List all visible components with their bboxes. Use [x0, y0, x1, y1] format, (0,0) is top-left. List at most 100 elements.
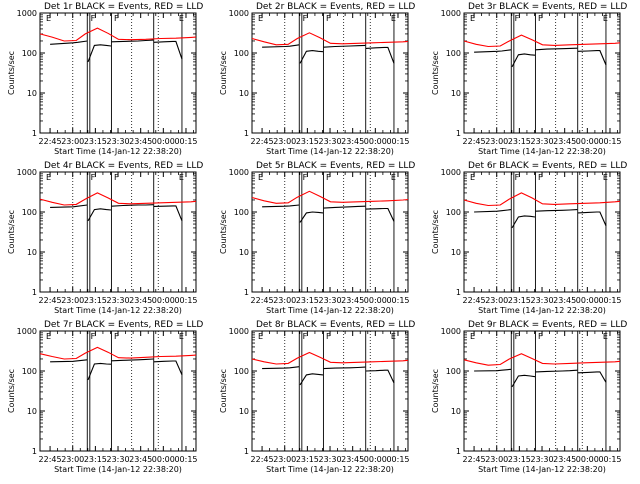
events-series-line — [365, 46, 395, 64]
events-series-line — [111, 39, 154, 43]
time-marker-label: F — [326, 332, 331, 341]
lld-series-line — [463, 34, 621, 48]
lld-series-line — [251, 32, 409, 46]
x-tick-label: 22:45 — [39, 455, 62, 464]
x-tick-label: 23:15 — [508, 455, 531, 464]
x-tick-label: 00:00 — [364, 137, 387, 146]
y-tick-label: 1000 — [17, 168, 37, 177]
detector-plot-9: Det 9r BLACK = Events, RED = LLD 1 10 100 10… — [431, 320, 627, 474]
time-marker-label: F — [515, 173, 520, 182]
plot-title: Det 4r BLACK = Events, RED = LLD — [44, 161, 203, 171]
events-series-line — [577, 211, 607, 227]
x-tick-label: 23:15 — [84, 455, 107, 464]
y-tick-label: 1000 — [229, 9, 249, 18]
plot-frame — [39, 12, 197, 134]
events-series-line — [153, 40, 183, 60]
x-tick-label: 00:15 — [174, 296, 197, 305]
y-tick-label: 100 — [22, 208, 37, 217]
events-series-line — [535, 47, 578, 51]
events-series-line — [511, 53, 536, 68]
time-marker-label: E — [391, 332, 396, 341]
time-marker-label: E — [179, 14, 184, 23]
x-axis-label: Start Time (14-Jan-12 22:38:20) — [54, 147, 182, 156]
y-tick-label: 1 — [244, 129, 249, 138]
time-marker-label: E — [179, 173, 184, 182]
y-tick-label: 10 — [239, 248, 249, 257]
y-tick-label: 10 — [451, 248, 461, 257]
x-tick-label: 23:15 — [296, 455, 319, 464]
lld-series-line — [463, 192, 621, 207]
plot-frame — [463, 171, 621, 293]
y-tick-label: 100 — [22, 367, 37, 376]
events-series-line — [50, 359, 88, 363]
x-tick-label: 23:45 — [341, 296, 364, 305]
time-marker-label: F — [303, 173, 308, 182]
x-tick-label: 00:00 — [576, 137, 599, 146]
events-series-line — [511, 374, 536, 388]
x-tick-label: 23:45 — [129, 296, 152, 305]
y-tick-label: 1000 — [229, 168, 249, 177]
time-marker-label: E — [470, 332, 475, 341]
events-series-line — [365, 369, 395, 384]
x-axis-label: Start Time (14-Jan-12 22:38:20) — [54, 306, 182, 315]
x-tick-label: 23:45 — [341, 455, 364, 464]
events-series-line — [474, 368, 512, 372]
x-tick-label: 22:45 — [463, 296, 486, 305]
plot-title: Det 7r BLACK = Events, RED = LLD — [44, 320, 203, 330]
events-series-line — [535, 369, 578, 373]
plot-frame — [463, 12, 621, 134]
time-marker-label: F — [91, 14, 96, 23]
x-tick-label: 22:45 — [39, 137, 62, 146]
x-tick-label: 23:15 — [508, 296, 531, 305]
events-series-line — [262, 44, 300, 48]
x-tick-label: 23:45 — [553, 137, 576, 146]
y-tick-label: 1000 — [229, 327, 249, 336]
x-tick-label: 00:15 — [386, 137, 409, 146]
x-axis-label: Start Time (14-Jan-12 22:38:20) — [478, 306, 606, 315]
time-marker-label: E — [179, 332, 184, 341]
x-tick-label: 23:30 — [318, 455, 341, 464]
x-tick-label: 00:15 — [174, 455, 197, 464]
lld-series-line — [463, 353, 621, 366]
events-series-line — [111, 204, 154, 207]
plot-frame — [251, 330, 409, 452]
x-tick-label: 22:45 — [39, 296, 62, 305]
x-tick-label: 23:00 — [273, 137, 296, 146]
x-tick-label: 00:00 — [576, 455, 599, 464]
x-axis-label: Start Time (14-Jan-12 22:38:20) — [478, 465, 606, 474]
time-marker-label: F — [538, 14, 543, 23]
x-tick-label: 23:45 — [553, 455, 576, 464]
y-axis-label: Counts/sec — [431, 210, 440, 254]
x-tick-label: 23:15 — [508, 137, 531, 146]
plot-title: Det 9r BLACK = Events, RED = LLD — [468, 320, 627, 330]
detector-plot-2: Det 2r BLACK = Events, RED = LLD 1 10 100 10… — [219, 2, 415, 156]
x-tick-label: 22:45 — [463, 137, 486, 146]
time-marker-label: F — [303, 14, 308, 23]
x-tick-label: 23:00 — [485, 137, 508, 146]
detector-plot-4: Det 4r BLACK = Events, RED = LLD 1 10 100 10… — [7, 161, 203, 315]
x-tick-label: 23:30 — [106, 455, 129, 464]
events-series-line — [262, 204, 300, 208]
events-series-line — [153, 205, 183, 222]
time-marker-label: F — [515, 332, 520, 341]
y-tick-label: 1 — [32, 447, 37, 456]
y-tick-label: 1 — [244, 447, 249, 456]
plot-title: Det 2r BLACK = Events, RED = LLD — [256, 2, 415, 12]
x-tick-label: 23:45 — [129, 455, 152, 464]
events-series-line — [262, 366, 300, 370]
events-series-line — [87, 362, 112, 381]
x-tick-label: 23:15 — [84, 137, 107, 146]
time-marker-label: E — [603, 173, 608, 182]
time-marker-label: E — [391, 14, 396, 23]
x-tick-label: 22:45 — [251, 137, 274, 146]
detector-plot-6: Det 6r BLACK = Events, RED = LLD 1 10 100 10… — [431, 161, 627, 315]
x-tick-label: 00:15 — [174, 137, 197, 146]
events-series-line — [323, 205, 366, 209]
lld-series-line — [39, 27, 197, 42]
y-tick-label: 100 — [446, 208, 461, 217]
x-tick-label: 00:00 — [364, 455, 387, 464]
events-series-line — [511, 215, 536, 229]
events-series-line — [299, 373, 324, 386]
x-tick-label: 23:00 — [273, 296, 296, 305]
